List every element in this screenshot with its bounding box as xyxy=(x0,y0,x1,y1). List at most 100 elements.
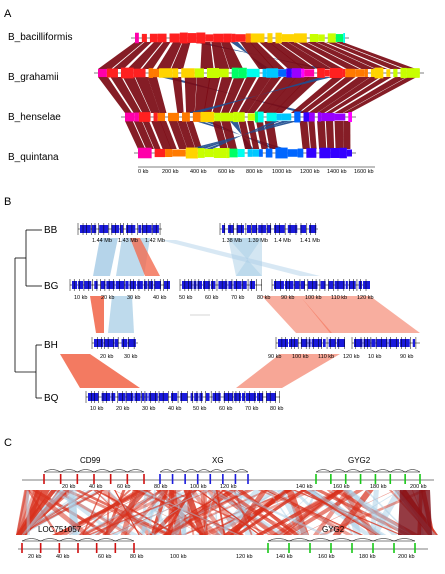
pc-synteny-link xyxy=(183,490,207,535)
pb-gene xyxy=(308,339,311,347)
pc-exon xyxy=(267,543,269,553)
pc-exon-arc xyxy=(210,469,224,473)
pa-collinear-block xyxy=(172,68,179,78)
pb-gene xyxy=(120,225,124,233)
pa-synteny-link xyxy=(168,121,188,149)
pc-exon xyxy=(372,543,374,553)
pa-collinear-block xyxy=(334,113,346,121)
bg-tick-5: 60 kb xyxy=(205,295,218,301)
pa-collinear-block xyxy=(200,111,215,123)
pa-synteny-link xyxy=(238,121,252,149)
pa-collinear-block xyxy=(342,68,346,78)
pb-gene xyxy=(300,225,307,233)
pb-synteny-link xyxy=(262,296,332,333)
pa-collinear-block xyxy=(213,148,227,158)
pb-gene xyxy=(121,339,128,347)
bb-tick-0: 1.44 Mb xyxy=(92,238,112,244)
bb-tick-3: 1.38 Mb xyxy=(222,238,242,244)
pc-bot-tick-3: 80 kb xyxy=(130,554,143,560)
bg-tick-1: 20 kb xyxy=(101,295,114,301)
pa-collinear-block xyxy=(187,33,197,43)
pa-collinear-block xyxy=(233,111,238,123)
bh-tick-2: 90 kb xyxy=(268,354,281,360)
pb-synteny-link xyxy=(93,238,118,276)
pc-exon-arc xyxy=(159,469,173,473)
pa-synteny-link xyxy=(316,42,388,69)
pb-gene xyxy=(148,281,154,289)
pc-bot-tick-8: 180 kb xyxy=(359,554,376,560)
pb-gene xyxy=(388,339,400,347)
pb-gene xyxy=(203,281,210,289)
pc-exon-arc xyxy=(309,538,332,542)
pc-exon-arc xyxy=(390,469,406,473)
pc-exon-arc xyxy=(330,538,353,542)
pa-collinear-block xyxy=(179,32,188,44)
pa-synteny-link xyxy=(299,77,356,113)
pa-collinear-block xyxy=(301,68,305,78)
pc-synteny-link xyxy=(124,490,168,535)
pb-gene xyxy=(152,225,159,233)
pa-synteny-link xyxy=(205,121,281,149)
pa-synteny-link xyxy=(259,42,305,69)
pa-collinear-block xyxy=(181,68,195,78)
pb-gene xyxy=(100,281,106,289)
pa-collinear-block xyxy=(204,148,214,158)
bg-tick-7: 80 kb xyxy=(257,295,270,301)
pa-collinear-block xyxy=(265,148,273,158)
pc-synteny-link xyxy=(163,490,193,535)
pb-gene xyxy=(190,393,194,401)
pb-gene xyxy=(143,281,148,289)
pa-collinear-block xyxy=(275,147,288,159)
pc-exon-arc xyxy=(93,469,111,473)
genome-label-quintana: B_quintana xyxy=(8,152,59,163)
pc-exon-arc xyxy=(77,538,97,542)
pb-gene xyxy=(145,393,148,401)
pa-collinear-block xyxy=(206,68,220,78)
pa-synteny-link xyxy=(308,121,317,149)
pb-gene xyxy=(199,393,203,401)
pc-exon xyxy=(393,543,395,553)
pa-collinear-block xyxy=(220,112,234,122)
pc-synteny-link xyxy=(144,490,171,535)
pa-tick-0: 0 kb xyxy=(138,169,148,175)
bb-tick-2: 1.42 Mb xyxy=(145,238,165,244)
pb-gene xyxy=(348,281,356,289)
pa-collinear-block xyxy=(335,34,344,42)
pa-synteny-link xyxy=(247,121,260,149)
pa-tick-7: 1400 kb xyxy=(327,169,347,175)
pa-tick-6: 1200 kb xyxy=(300,169,320,175)
pa-synteny-link xyxy=(125,121,146,149)
pc-top-tick-6: 140 kb xyxy=(296,484,313,490)
pa-collinear-block xyxy=(245,33,251,43)
bg-tick-8: 90 kb xyxy=(281,295,294,301)
pa-synteny-link xyxy=(335,42,417,69)
pb-gene xyxy=(171,393,178,401)
pb-gene xyxy=(252,225,258,233)
pb-synteny-link xyxy=(236,354,340,388)
pb-gene xyxy=(163,281,170,289)
pc-exon xyxy=(126,474,129,484)
bh-tick-5: 120 kb xyxy=(343,354,360,360)
bq-tick-7: 80 kb xyxy=(270,406,283,412)
pb-gene xyxy=(137,281,143,289)
pa-collinear-block xyxy=(192,112,201,122)
pc-exon xyxy=(247,474,249,484)
panel-label-a: A xyxy=(4,8,12,20)
pa-collinear-block xyxy=(291,68,302,78)
pa-collinear-block xyxy=(257,111,264,123)
pb-gene xyxy=(88,393,99,401)
pb-gene xyxy=(180,393,188,401)
pc-exon-arc xyxy=(60,469,78,473)
pa-collinear-block xyxy=(400,67,407,79)
pa-collinear-block xyxy=(237,148,245,158)
pc-exon-arc xyxy=(40,538,60,542)
pa-synteny-link xyxy=(343,121,351,149)
pa-collinear-block xyxy=(364,69,368,77)
pa-collinear-block xyxy=(287,149,298,157)
pa-synteny-link xyxy=(200,42,214,69)
pc-synteny-link xyxy=(93,490,143,535)
pb-gene xyxy=(371,339,376,347)
pb-gene xyxy=(278,339,289,347)
pa-collinear-block xyxy=(276,113,282,121)
